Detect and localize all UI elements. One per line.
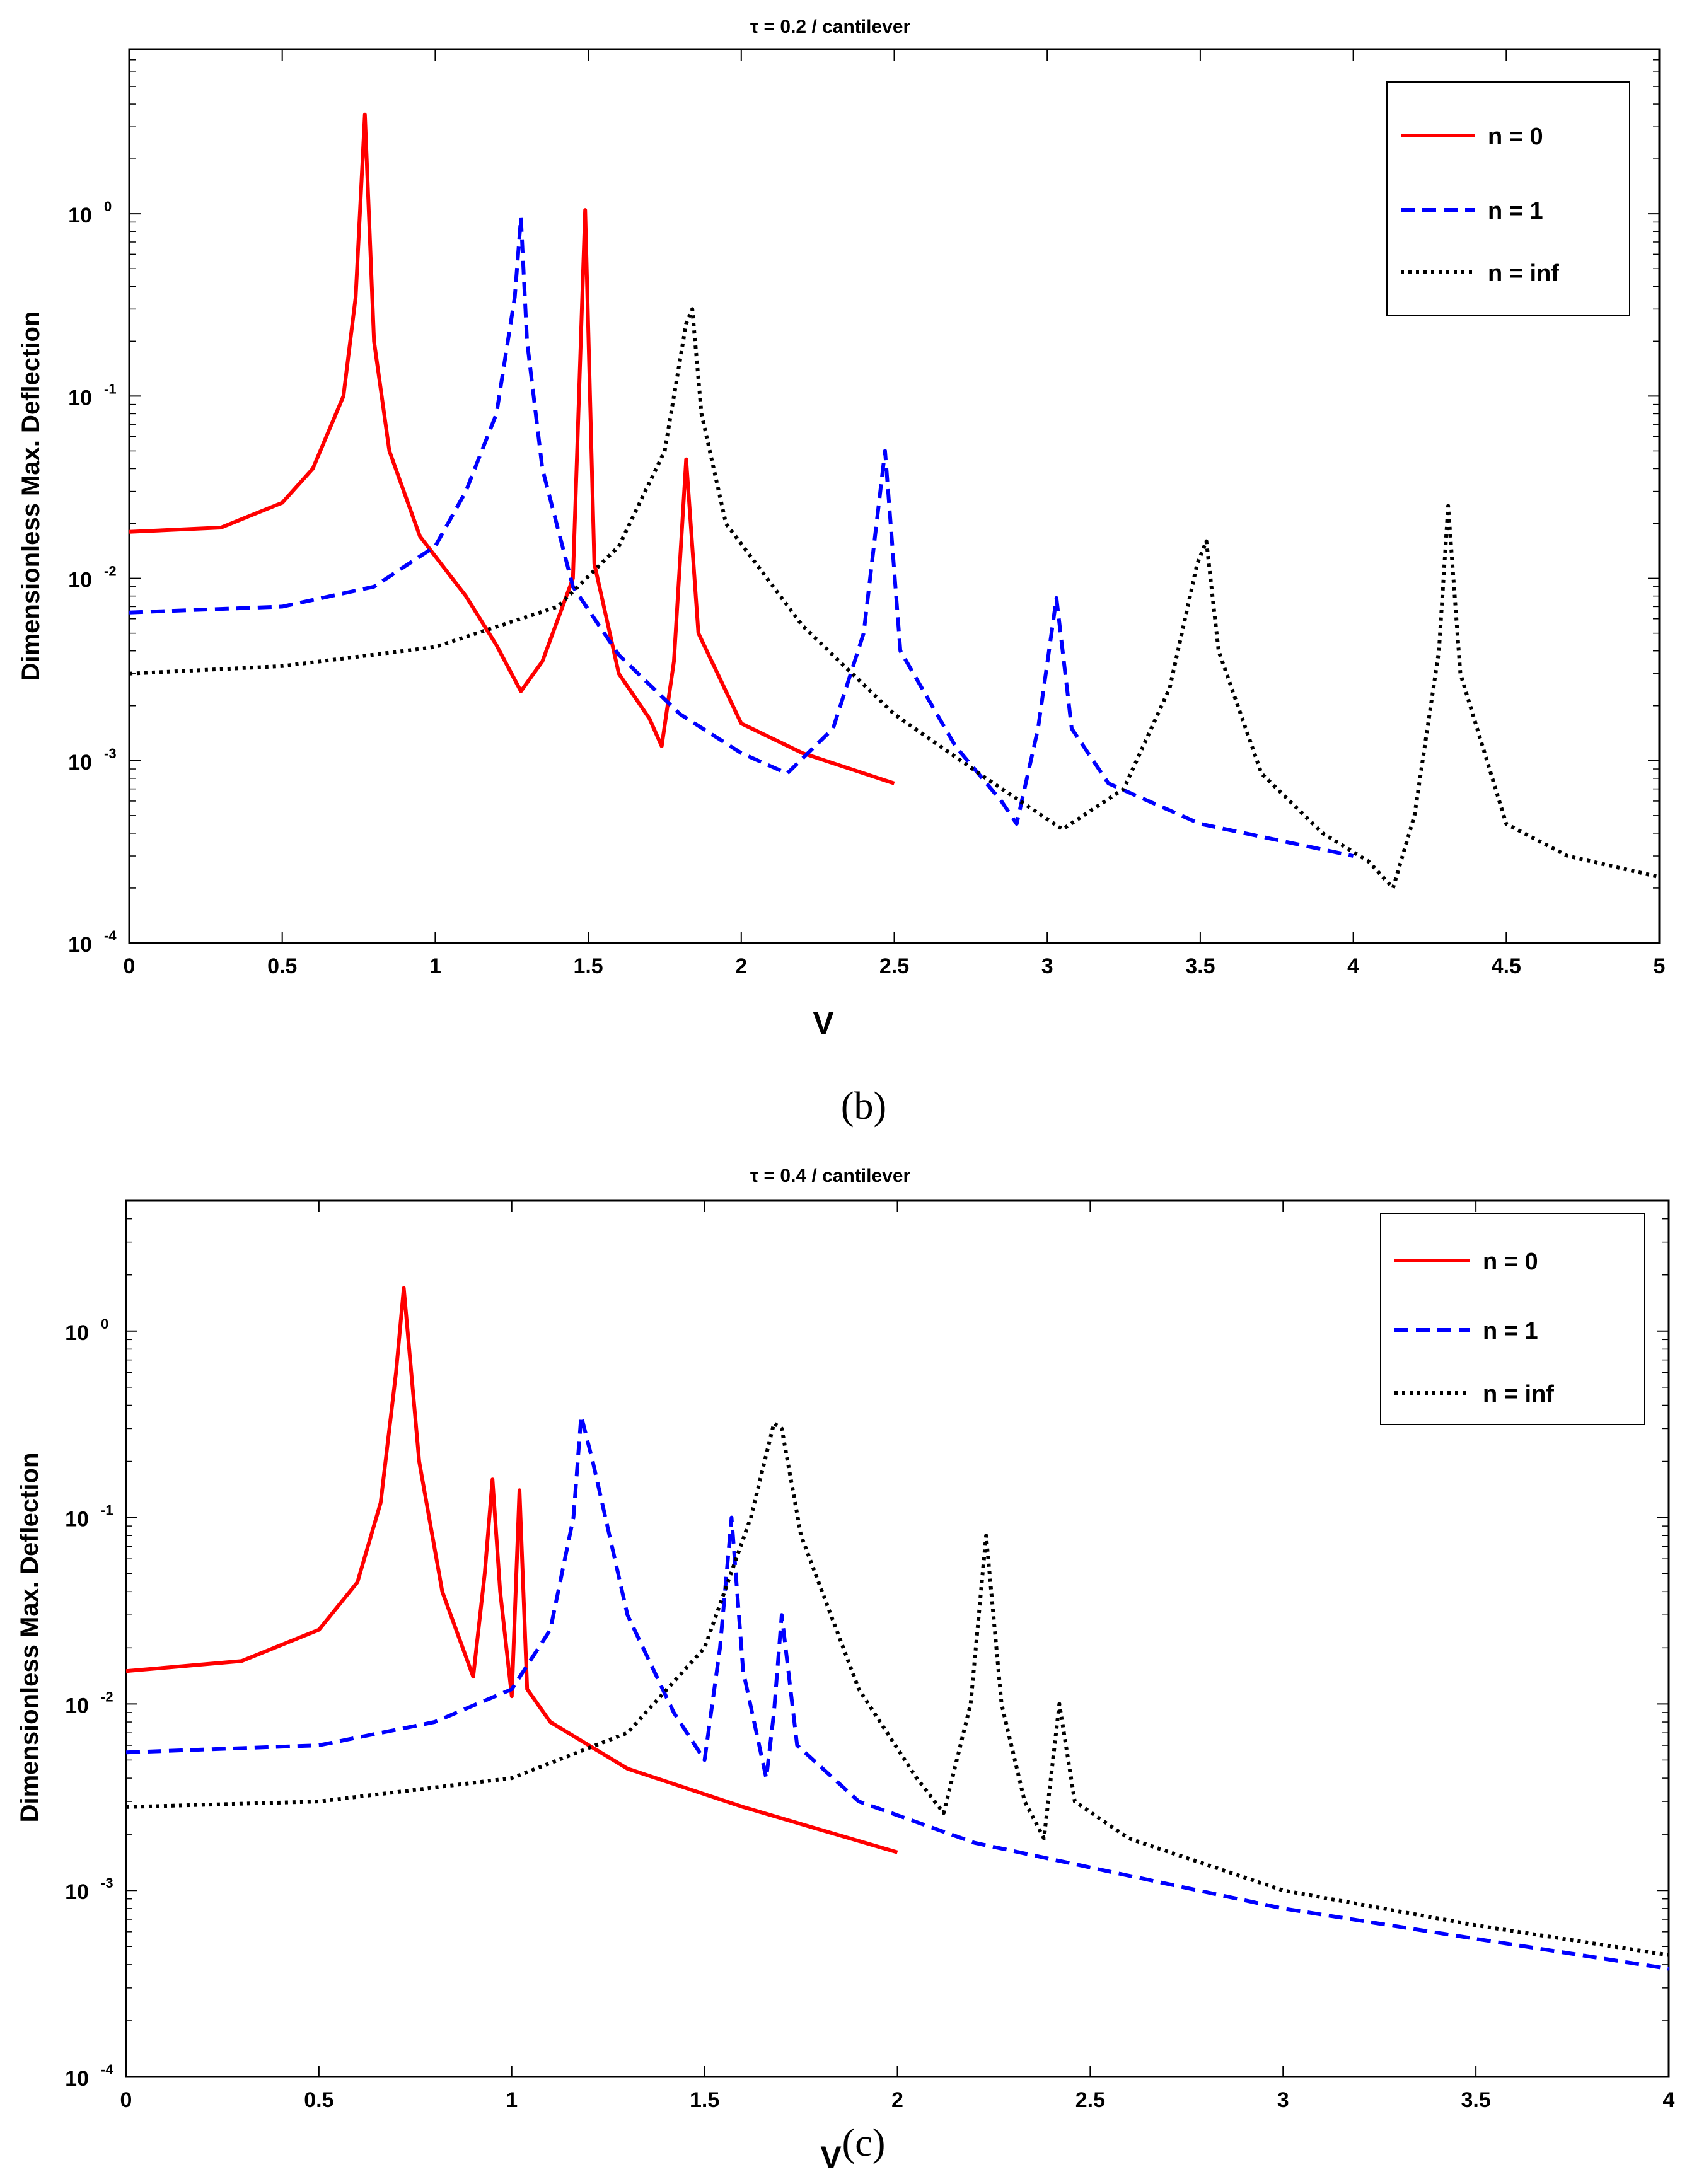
legend-entry: n = 1 (1394, 1318, 1538, 1344)
y-tick-label: 10 (65, 2067, 89, 2091)
y-axis-label: Dimensionless Max. Deflection (17, 311, 45, 681)
y-tick-exponent: -3 (104, 746, 117, 761)
x-axis-label: V (813, 1005, 834, 1041)
x-tick-label: 4 (1663, 2088, 1675, 2112)
x-tick-label: 1.5 (573, 954, 603, 978)
x-tick-label: 2.5 (1075, 2088, 1105, 2112)
legend-box (1386, 81, 1630, 316)
series-layer (125, 1286, 1669, 1971)
legend-label: n = inf (1483, 1381, 1554, 1407)
series-line (125, 1421, 1669, 1957)
chart-panel-c: τ = 0.4 / cantilever 0 0.5 1 1.5 2 2.5 3 3.5 4 10… (16, 1165, 1675, 2175)
chart-panel-b: τ = 0.2 / cantilever 0 0.5 1 1.5 2 2.5 3 3.5 4 4.… (17, 16, 1665, 1128)
x-tick-label: 2 (735, 954, 747, 978)
y-tick-exponent: -2 (101, 1689, 113, 1704)
legend-label: n = 0 (1483, 1249, 1538, 1275)
y-tick-exponent: -4 (101, 2062, 113, 2077)
y-tick-exponent: -3 (101, 1875, 113, 1891)
x-tick-label: 3.5 (1461, 2088, 1490, 2112)
y-tick-exponent: -1 (101, 1503, 113, 1518)
y-tick-label: 10 (65, 1694, 89, 1718)
legend-box (1380, 1213, 1645, 1425)
figure-caption: (c) (842, 2122, 886, 2164)
figure-caption: (b) (841, 1085, 886, 1128)
x-tick-label: 1.5 (690, 2088, 719, 2112)
x-tick-label: 3 (1277, 2088, 1289, 2112)
legend: n = 0 n = 1 n = inf (1380, 1213, 1645, 1425)
x-tick-label: 0 (120, 2088, 132, 2112)
y-tick-label: 10 (68, 386, 92, 410)
y-tick-exponent: 0 (101, 1316, 108, 1332)
series-line (129, 307, 1660, 890)
series-layer (129, 112, 1660, 890)
x-tick-label: 2 (891, 2088, 903, 2112)
series-line (125, 1414, 1669, 1971)
tick-layer: 0 0.5 1 1.5 2 2.5 3 3.5 4 10 -4 10 -3 10 -2 10 -1 10 0 (65, 1200, 1675, 2112)
y-tick-exponent: -2 (104, 563, 117, 579)
y-tick-label: 10 (68, 751, 92, 775)
y-tick-exponent: -4 (104, 928, 117, 944)
x-tick-label: 1 (506, 2088, 518, 2112)
legend-entry: n = inf (1401, 260, 1559, 287)
x-tick-label: 1 (429, 954, 441, 978)
x-axis-label: V (820, 2140, 842, 2175)
series-line (129, 112, 895, 785)
x-tick-label: 0 (124, 954, 136, 978)
series-line (125, 1286, 898, 1854)
y-tick-exponent: -1 (104, 381, 117, 396)
y-axis-label: Dimensionless Max. Deflection (16, 1453, 43, 1823)
y-tick-exponent: 0 (104, 199, 112, 214)
legend-label: n = inf (1488, 260, 1559, 287)
x-tick-label: 0.5 (304, 2088, 333, 2112)
legend-entry: n = 1 (1401, 198, 1543, 224)
y-tick-label: 10 (65, 1321, 89, 1345)
x-tick-label: 5 (1654, 954, 1666, 978)
y-tick-label: 10 (68, 204, 92, 228)
x-tick-label: 4.5 (1492, 954, 1521, 978)
legend-label: n = 0 (1488, 124, 1543, 150)
legend: n = 0 n = 1 n = inf (1386, 81, 1630, 316)
x-tick-label: 2.5 (879, 954, 909, 978)
x-tick-label: 0.5 (267, 954, 297, 978)
x-tick-label: 3.5 (1185, 954, 1215, 978)
legend-entry: n = inf (1394, 1381, 1554, 1407)
legend-label: n = 1 (1483, 1318, 1538, 1344)
y-tick-label: 10 (65, 1508, 89, 1532)
legend-label: n = 1 (1488, 198, 1543, 224)
y-tick-label: 10 (68, 933, 92, 957)
x-tick-label: 3 (1041, 954, 1053, 978)
tick-layer: 0 0.5 1 1.5 2 2.5 3 3.5 4 4.5 5 10 -4 10 -3 10 -2 10 -1 10 0 (68, 49, 1665, 978)
chart-title: τ = 0.2 / cantilever (750, 16, 911, 37)
legend-entry: n = 0 (1401, 124, 1543, 150)
x-tick-label: 4 (1347, 954, 1359, 978)
y-tick-label: 10 (65, 1880, 89, 1904)
legend-entry: n = 0 (1394, 1249, 1538, 1275)
y-tick-label: 10 (68, 569, 92, 592)
chart-title: τ = 0.4 / cantilever (750, 1165, 911, 1186)
